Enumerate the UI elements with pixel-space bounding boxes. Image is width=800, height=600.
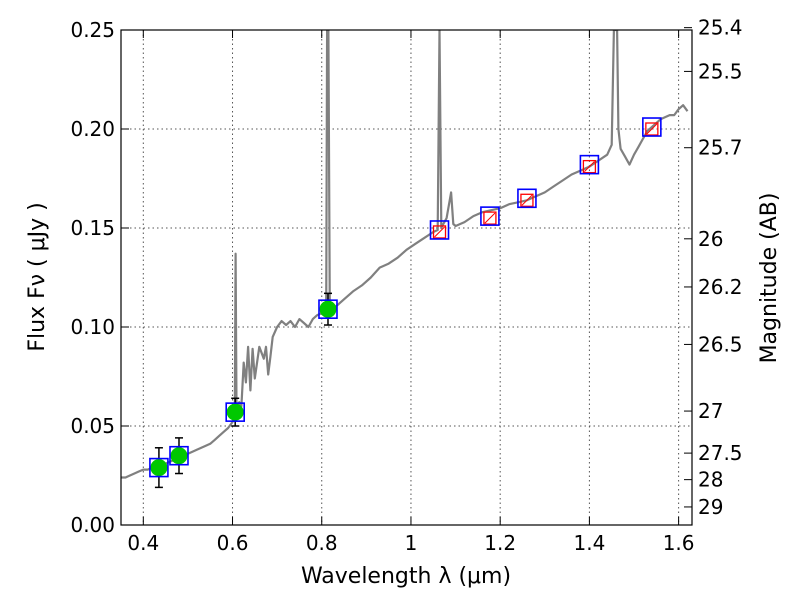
y2-tick-label: 26.2	[698, 275, 743, 299]
y2-tick-label: 25.5	[698, 59, 743, 83]
model-photometry-point	[429, 220, 450, 240]
y2-tick-label: 29	[698, 495, 723, 519]
upper-limit-marker	[483, 211, 497, 225]
x-tick-label: 1.2	[484, 531, 516, 555]
y-tick-label: 0.25	[70, 18, 115, 42]
upper-limit-cross	[484, 212, 496, 224]
y-tick-label: 0.00	[70, 513, 115, 537]
y2-tick-label: 27.5	[698, 441, 743, 465]
model-spectrum-line	[121, 30, 689, 479]
detection-point	[150, 459, 168, 477]
x-tick-label: 0.6	[217, 531, 249, 555]
x-axis-label: Wavelength λ (μm)	[301, 564, 511, 589]
spectrum-layer	[121, 30, 689, 479]
ticks	[121, 27, 692, 526]
y2-tick-label: 25.4	[698, 16, 743, 40]
model-photometry-point	[169, 445, 189, 466]
x-tick-label: 1	[405, 531, 418, 555]
detection-point	[170, 447, 188, 465]
model-photometry-point	[149, 457, 169, 478]
model-photometry-point	[642, 117, 662, 137]
model-photometry-point	[480, 206, 500, 226]
upper-limit-marker	[645, 122, 659, 136]
y-tick-label: 0.05	[70, 414, 115, 438]
y-tick-label: 0.15	[70, 216, 115, 240]
y2-tick-label: 26.5	[698, 332, 743, 356]
upper-limit-cross	[584, 161, 595, 172]
detection-point	[319, 300, 337, 318]
y-axis-label: Flux Fν ( μJy )	[25, 202, 50, 351]
y-tick-label: 0.20	[70, 117, 115, 141]
grid	[121, 30, 692, 525]
y2-tick-label: 26	[698, 227, 723, 251]
x-tick-label: 0.8	[306, 531, 338, 555]
plot-frame	[120, 29, 693, 526]
model-photometry-point	[579, 154, 600, 175]
detection-point	[226, 403, 244, 421]
x-tick-label: 0.4	[127, 531, 159, 555]
model-photometry-point	[225, 402, 245, 422]
upper-limit-cross	[646, 123, 658, 135]
upper-limit-cross	[434, 226, 445, 238]
upper-limit-marker	[582, 159, 597, 174]
y-tick-label: 0.10	[70, 315, 115, 339]
marker-layer	[149, 117, 662, 489]
x-tick-label: 1.4	[573, 531, 605, 555]
upper-limit-marker	[520, 193, 534, 207]
model-photometry-point	[517, 188, 537, 209]
x-tick-label: 1.6	[663, 531, 695, 555]
upper-limit-marker	[432, 225, 447, 239]
upper-limit-cross	[521, 194, 533, 206]
model-photometry-point	[318, 299, 338, 319]
y2-tick-label: 28	[698, 468, 723, 492]
y2-axis-label: Magnitude (AB)	[757, 193, 782, 364]
y2-tick-label: 27	[698, 399, 723, 423]
tick-labels: 0.4 0.6 0.8 1 1.2 1.4 1.6 0.00 0.05 0.10 0.15 0.20 0…	[70, 16, 742, 555]
y2-tick-label: 25.7	[698, 136, 743, 160]
